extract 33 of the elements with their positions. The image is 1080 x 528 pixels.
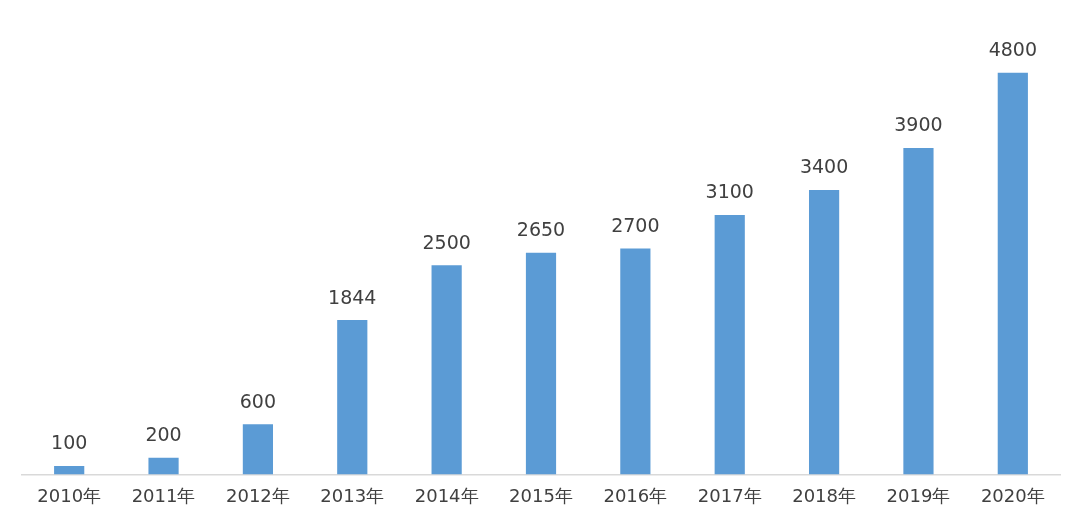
bar — [997, 72, 1028, 475]
x-tick-label: 2010年 — [37, 484, 102, 506]
data-label: 200 — [145, 423, 182, 446]
x-tick-label: 2014年 — [414, 484, 479, 506]
bar — [620, 248, 651, 475]
bar — [148, 457, 179, 475]
data-label: 2500 — [422, 230, 471, 253]
bar — [431, 265, 462, 475]
data-label: 2700 — [611, 213, 660, 236]
bar — [714, 214, 745, 475]
data-label: 4800 — [988, 38, 1037, 61]
x-tick-label: 2020年 — [980, 484, 1045, 506]
bar — [54, 466, 85, 475]
bar — [525, 252, 557, 475]
data-label: 2650 — [516, 218, 566, 241]
x-tick-label: 2012年 — [226, 484, 290, 506]
x-tick-label: 2017年 — [697, 484, 762, 506]
bar — [808, 189, 840, 475]
x-tick-label: 2018年 — [792, 484, 856, 506]
data-label: 600 — [239, 389, 277, 412]
data-label: 3400 — [799, 155, 849, 178]
x-tick-label: 2016年 — [603, 484, 668, 506]
data-label: 3100 — [705, 180, 754, 203]
x-tick-label: 2013年 — [320, 484, 385, 506]
x-tick-label: 2015年 — [509, 484, 573, 506]
bar — [337, 320, 368, 475]
bar — [903, 148, 934, 475]
data-label: 3900 — [894, 113, 943, 136]
data-label: 1844 — [328, 285, 377, 308]
x-tick-label: 2011年 — [131, 484, 196, 506]
bar — [242, 424, 274, 475]
x-tick-label: 2019年 — [886, 484, 951, 506]
data-label: 100 — [51, 431, 88, 454]
